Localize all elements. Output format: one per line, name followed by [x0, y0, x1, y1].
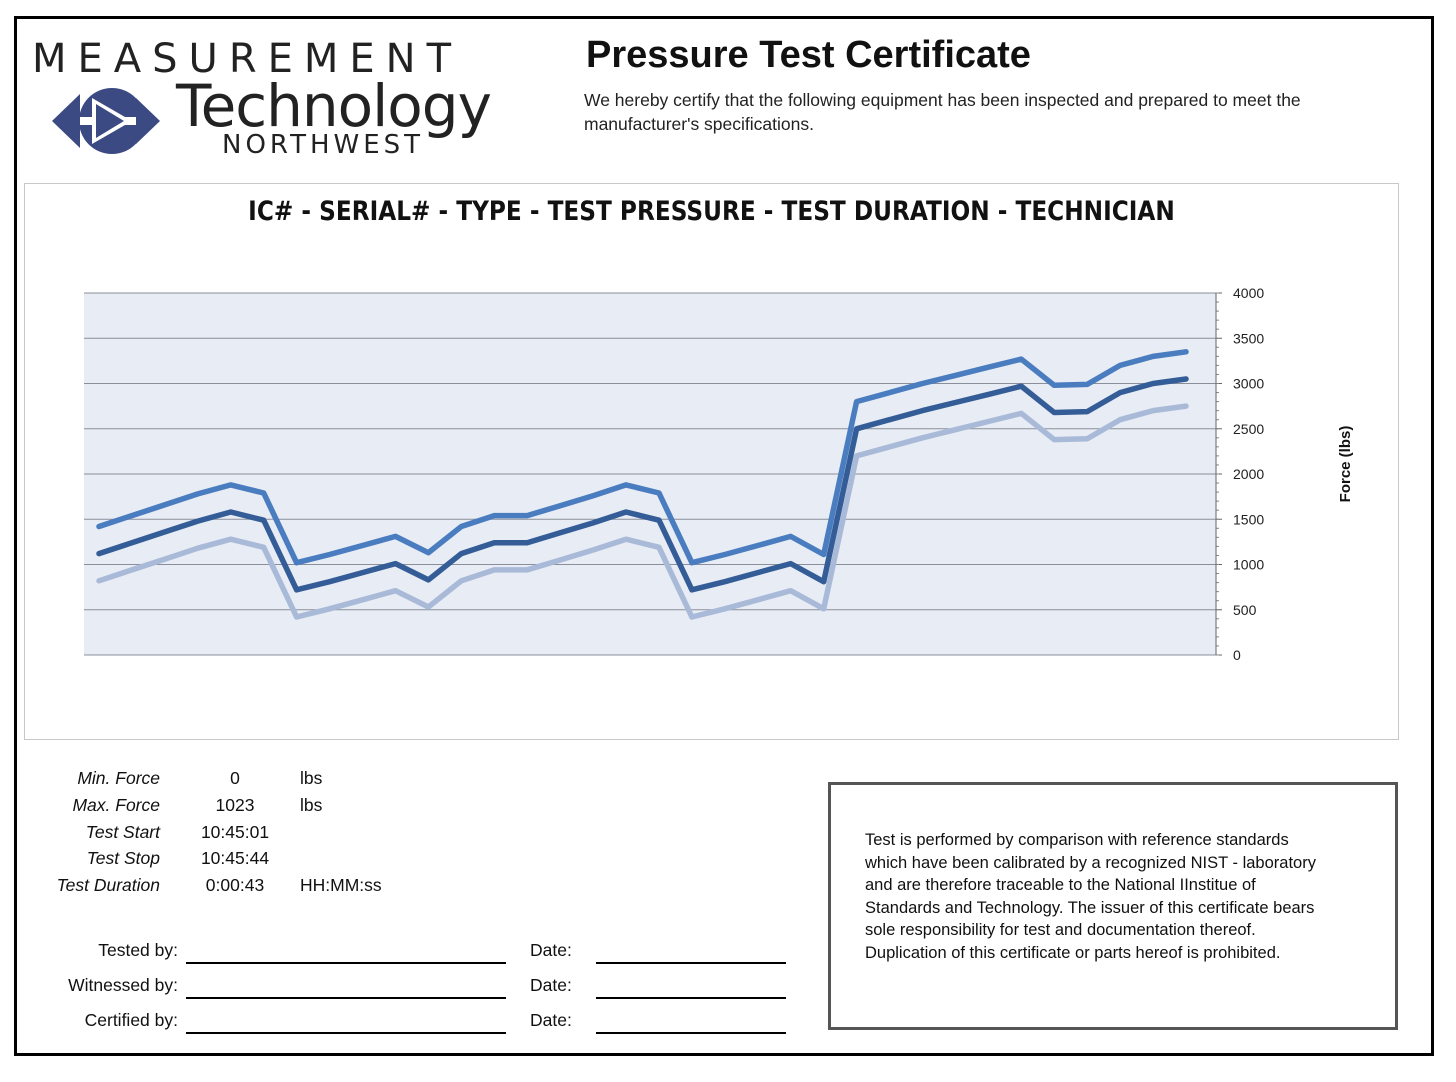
signature-row-certified: Certified by: Date:	[20, 1010, 786, 1040]
series-line-1	[96, 349, 1189, 566]
date-label: Date:	[530, 940, 572, 960]
series-line-3	[96, 403, 1189, 620]
logo-arrow-mark-icon	[52, 88, 160, 154]
tested-by-signature-line[interactable]	[186, 962, 506, 964]
y-tick-label: 3500	[1233, 330, 1264, 346]
stat-label: Min. Force	[77, 768, 160, 788]
y-tick-label: 3000	[1233, 376, 1264, 392]
stat-label: Test Start	[85, 822, 160, 842]
signature-row-tested: Tested by: Date:	[20, 940, 786, 970]
signature-label: Tested by:	[98, 940, 178, 960]
disclaimer-box: Test is performed by comparison with ref…	[828, 782, 1398, 1030]
certified-by-signature-line[interactable]	[186, 1032, 506, 1034]
pressure-chart-panel: IC# - SERIAL# - TYPE - TEST PRESSURE - T…	[24, 183, 1399, 740]
stat-row-test-duration: Test Duration 0:00:43 HH:MM:ss	[20, 875, 460, 901]
stat-label: Max. Force	[72, 795, 160, 815]
stat-value: 0	[230, 768, 240, 788]
stat-row-test-start: Test Start 10:45:01	[20, 822, 460, 848]
series-line-2	[96, 376, 1189, 593]
y-tick-label: 1500	[1233, 511, 1264, 527]
y-tick-label: 500	[1233, 602, 1257, 618]
stat-unit: lbs	[300, 795, 323, 815]
certification-statement: We hereby certify that the following equ…	[584, 90, 1301, 134]
logo-word-technology: Technology	[176, 72, 492, 140]
certificate-frame	[14, 16, 1434, 1056]
stat-label: Test Stop	[86, 848, 160, 868]
stat-label: Test Duration	[56, 875, 160, 895]
stat-row-test-stop: Test Stop 10:45:44	[20, 848, 460, 874]
y-axis-title: Force (lbs)	[1337, 426, 1354, 503]
certificate-title: Pressure Test Certificate	[586, 34, 1031, 76]
certified-date-line[interactable]	[596, 1032, 786, 1034]
stat-row-min-force: Min. Force 0 lbs	[20, 768, 460, 794]
y-tick-label: 2000	[1233, 466, 1264, 482]
company-logo: MEASUREMENT Technology NORTHWEST	[32, 36, 512, 166]
pressure-chart: 0 500 1000 1500 2000 2500 3000 3500 4000 Force (l…	[84, 285, 1354, 663]
stat-value: 10:45:01	[200, 822, 270, 842]
y-tick-label: 1000	[1233, 557, 1264, 573]
y-tick-label: 4000	[1233, 285, 1264, 301]
y-tick-label: 2500	[1233, 421, 1264, 437]
signature-label: Certified by:	[84, 1010, 178, 1030]
date-label: Date:	[530, 1010, 572, 1030]
y-tick-label: 0	[1233, 647, 1241, 663]
signature-row-witnessed: Witnessed by: Date:	[20, 975, 786, 1005]
witnessed-by-signature-line[interactable]	[186, 997, 506, 999]
logo-word-measurement: MEASUREMENT	[32, 36, 463, 82]
stat-value: 0:00:43	[205, 875, 265, 895]
stat-unit: HH:MM:ss	[300, 875, 382, 895]
disclaimer-text: Test is performed by comparison with ref…	[865, 831, 1316, 962]
stat-value: 10:45:44	[200, 848, 270, 868]
signature-label: Witnessed by:	[68, 975, 178, 995]
stat-value: 1023	[215, 795, 255, 815]
tested-date-line[interactable]	[596, 962, 786, 964]
witnessed-date-line[interactable]	[596, 997, 786, 999]
logo-word-northwest: NORTHWEST	[222, 130, 425, 160]
chart-title: IC# - SERIAL# - TYPE - TEST PRESSURE - T…	[248, 196, 1175, 227]
date-label: Date:	[530, 975, 572, 995]
stat-unit: lbs	[300, 768, 323, 788]
stat-row-max-force: Max. Force 1023 lbs	[20, 795, 460, 821]
